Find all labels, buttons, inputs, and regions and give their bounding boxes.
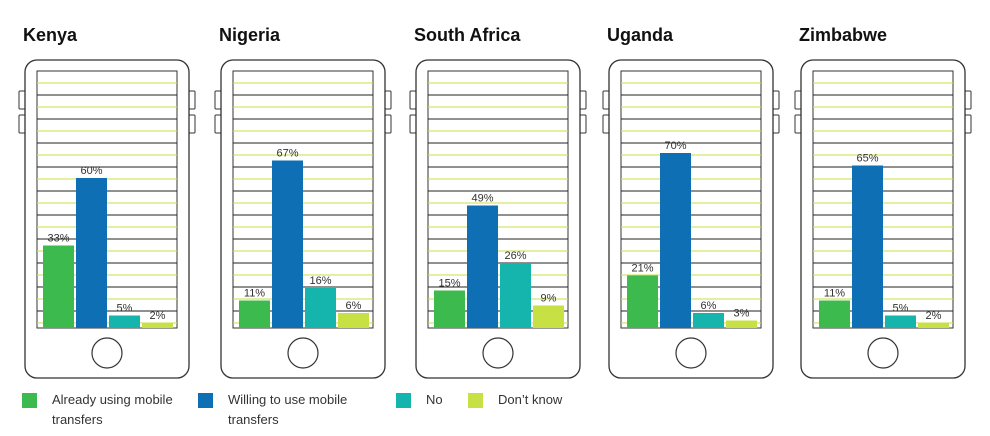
data-label: 11%	[244, 288, 265, 300]
bar-1	[660, 153, 691, 328]
bar-2	[109, 315, 140, 328]
data-label: 49%	[471, 193, 493, 205]
side-button-icon	[772, 114, 780, 134]
data-label: 21%	[631, 263, 653, 275]
data-label: 2%	[150, 310, 166, 322]
legend-label-willing-to-use: Willing to use mobile transfers	[228, 392, 348, 427]
home-button-icon	[287, 337, 319, 369]
data-label: 6%	[346, 300, 362, 312]
side-button-icon	[384, 90, 392, 110]
legend-label-no: No	[426, 392, 443, 407]
home-button-icon	[482, 337, 514, 369]
bar-2	[305, 288, 336, 328]
legend-label-already-using: Already using mobile transfers	[52, 392, 173, 427]
legend-swatch-willing-to-use	[198, 393, 213, 408]
data-label: 65%	[856, 153, 878, 165]
legend: Already using mobile transfers Willing t…	[22, 390, 982, 434]
bar-1	[272, 160, 303, 328]
home-button-icon	[91, 337, 123, 369]
side-button-icon	[772, 90, 780, 110]
side-button-icon	[964, 114, 972, 134]
country-title: Zimbabwe	[799, 25, 887, 45]
data-label: 26%	[504, 250, 526, 262]
legend-label-dont-know: Don’t know	[498, 392, 563, 407]
data-label: 70%	[664, 140, 686, 152]
legend-swatch-no	[396, 393, 411, 408]
bar-3	[142, 323, 173, 328]
bar-3	[726, 320, 757, 328]
data-label: 5%	[117, 303, 133, 315]
bar-1	[852, 165, 883, 328]
legend-swatch-dont-know	[468, 393, 483, 408]
bar-3	[338, 313, 369, 328]
side-button-icon	[409, 90, 417, 110]
bar-1	[467, 205, 498, 328]
data-label: 67%	[276, 148, 298, 160]
country-title: Kenya	[23, 25, 78, 45]
side-button-icon	[18, 90, 26, 110]
panel-zimbabwe: Zimbabwe 11% 65% 5% 2%	[794, 25, 972, 379]
bar-1	[76, 178, 107, 328]
home-button-icon	[675, 337, 707, 369]
bar-0	[627, 275, 658, 328]
side-button-icon	[964, 90, 972, 110]
side-button-icon	[602, 90, 610, 110]
side-button-icon	[214, 90, 222, 110]
mobile-transfers-chart: Kenya 33% 60% 5% 2% Nigeria 11% 67% 16% 6% South A…	[18, 25, 972, 379]
side-button-icon	[188, 90, 196, 110]
side-button-icon	[214, 114, 222, 134]
side-button-icon	[384, 114, 392, 134]
side-button-icon	[579, 90, 587, 110]
legend-item-no: No	[396, 390, 443, 410]
side-button-icon	[794, 90, 802, 110]
bar-0	[819, 300, 850, 328]
data-label: 15%	[438, 278, 460, 290]
bar-0	[43, 245, 74, 328]
panel-uganda: Uganda 21% 70% 6% 3%	[602, 25, 780, 379]
legend-item-already-using: Already using mobile transfers	[22, 390, 182, 430]
data-label: 11%	[824, 288, 845, 300]
bar-2	[500, 263, 531, 328]
panel-south-africa: South Africa 15% 49% 26% 9%	[409, 25, 587, 379]
panel-kenya: Kenya 33% 60% 5% 2%	[18, 25, 196, 379]
bar-2	[885, 315, 916, 328]
data-label: 60%	[80, 165, 102, 177]
bar-3	[918, 323, 949, 328]
bar-0	[239, 300, 270, 328]
data-label: 16%	[309, 275, 331, 287]
side-button-icon	[602, 114, 610, 134]
bar-2	[693, 313, 724, 328]
country-title: South Africa	[414, 25, 521, 45]
data-label: 9%	[541, 293, 557, 305]
data-label: 2%	[926, 310, 942, 322]
side-button-icon	[409, 114, 417, 134]
side-button-icon	[18, 114, 26, 134]
side-button-icon	[579, 114, 587, 134]
side-button-icon	[188, 114, 196, 134]
side-button-icon	[794, 114, 802, 134]
country-title: Uganda	[607, 25, 674, 45]
legend-item-dont-know: Don’t know	[468, 390, 562, 410]
data-label: 33%	[47, 233, 69, 245]
bar-0	[434, 290, 465, 328]
panel-nigeria: Nigeria 11% 67% 16% 6%	[214, 25, 392, 379]
data-label: 5%	[893, 303, 909, 315]
data-label: 3%	[734, 308, 750, 320]
legend-item-willing-to-use: Willing to use mobile transfers	[198, 390, 378, 430]
data-label: 6%	[701, 300, 717, 312]
legend-swatch-already-using	[22, 393, 37, 408]
country-title: Nigeria	[219, 25, 281, 45]
home-button-icon	[867, 337, 899, 369]
bar-3	[533, 305, 564, 328]
